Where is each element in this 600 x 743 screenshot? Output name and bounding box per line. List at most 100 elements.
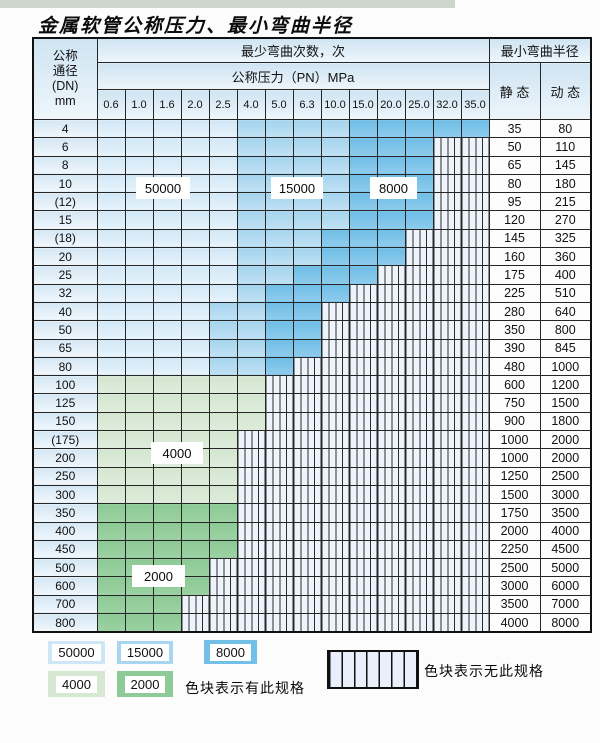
pressure-cell [152,466,182,486]
dn-cell: 8 [32,155,98,175]
pressure-cell [152,484,182,505]
pressure-cell [96,137,126,157]
pressure-cell [236,118,266,139]
pressure-cell [376,613,406,633]
pressure-cell [292,484,322,505]
table-body: 4 35 80 6 50 110 8 65 145 10 80 180 (12) 95 215 15 120 27… [32,118,592,633]
static-cell: 50 [488,137,541,157]
pressure-cell [404,301,434,322]
pressure-cell [180,539,210,560]
pressure-cell [376,265,406,285]
pressure-cell [292,265,322,285]
pressure-cell [460,247,490,267]
pressure-cell [404,521,434,541]
dynamic-cell: 180 [539,173,592,194]
pressure-cell [96,539,126,560]
table-row: 150 900 1800 [32,411,592,432]
pressure-cell [376,338,406,358]
pressure-cell [348,301,378,322]
dynamic-cell: 800 [539,320,592,340]
dynamic-cell: 6000 [539,576,592,596]
pressure-cell [404,393,434,413]
dn-cell: 400 [32,521,98,541]
pressure-cell [236,594,266,615]
pressure-cell [376,247,406,267]
pressure-cell [432,521,462,541]
pressure-cell [348,430,378,450]
pressure-cell [404,283,434,303]
pressure-cell [208,594,238,615]
pressure-cell [180,301,210,322]
dn-cell: 10 [32,173,98,194]
static-cell: 35 [488,118,541,139]
static-cell: 120 [488,210,541,230]
static-cell: 175 [488,265,541,285]
pressure-cell [96,192,126,212]
table-row: 200 1000 2000 [32,448,592,468]
pressure-cell [348,118,378,139]
dn-cell: 15 [32,210,98,230]
top-strip [0,0,455,8]
dynamic-cell: 2000 [539,430,592,450]
dn-cell: 32 [32,283,98,303]
table-row: 300 1500 3000 [32,484,592,505]
pressure-cell [124,320,154,340]
pressure-cell [208,521,238,541]
pressure-cell [404,137,434,157]
pressure-cell [292,338,322,358]
dn-cell: 100 [32,375,98,395]
pressure-cell [236,192,266,212]
pressure-cell [320,192,350,212]
pressure-tick: 5.0 [264,89,294,120]
dn-cell: 20 [32,247,98,267]
dynamic-cell: 1800 [539,411,592,432]
pressure-cell [152,503,182,523]
pressure-cell [152,265,182,285]
table-row: 250 1250 2500 [32,466,592,486]
pressure-cell [236,484,266,505]
pressure-cell [292,411,322,432]
pressure-cell [264,137,294,157]
pressure-cell [460,155,490,175]
pressure-cell [404,466,434,486]
pressure-cell [320,247,350,267]
dn-cell: 40 [32,301,98,322]
dn-cell: 6 [32,137,98,157]
pressure-cell [376,155,406,175]
pressure-cell [236,320,266,340]
pressure-cell [180,375,210,395]
pressure-cell [432,301,462,322]
pressure-cell [348,503,378,523]
pressure-cell [236,210,266,230]
table-row: 65 390 845 [32,338,592,358]
pressure-cell [432,448,462,468]
dynamic-cell: 4000 [539,521,592,541]
pressure-cell [404,503,434,523]
pressure-cell [376,539,406,560]
pressure-tick: 2.0 [180,89,210,120]
pressure-cell [348,210,378,230]
legend-swatch-label: 50000 [52,644,101,661]
pressure-cell [432,613,462,633]
static-cell: 1250 [488,466,541,486]
pressure-cell [180,503,210,523]
static-cell: 160 [488,247,541,267]
static-cell: 2500 [488,558,541,578]
pressure-cell [292,301,322,322]
pressure-cell [180,210,210,230]
pressure-cell [124,539,154,560]
pressure-cell [236,356,266,377]
pressure-cell [320,503,350,523]
pressure-cell [180,283,210,303]
pressure-cell [236,411,266,432]
legend-swatch-50000: 50000 [48,641,105,664]
pressure-cell [124,466,154,486]
pressure-cell [348,155,378,175]
static-cell: 145 [488,228,541,249]
static-cell: 3500 [488,594,541,615]
pressure-cell [208,613,238,633]
dynamic-cell: 845 [539,338,592,358]
pressure-cell [96,521,126,541]
static-cell: 280 [488,301,541,322]
pressure-cell [152,613,182,633]
